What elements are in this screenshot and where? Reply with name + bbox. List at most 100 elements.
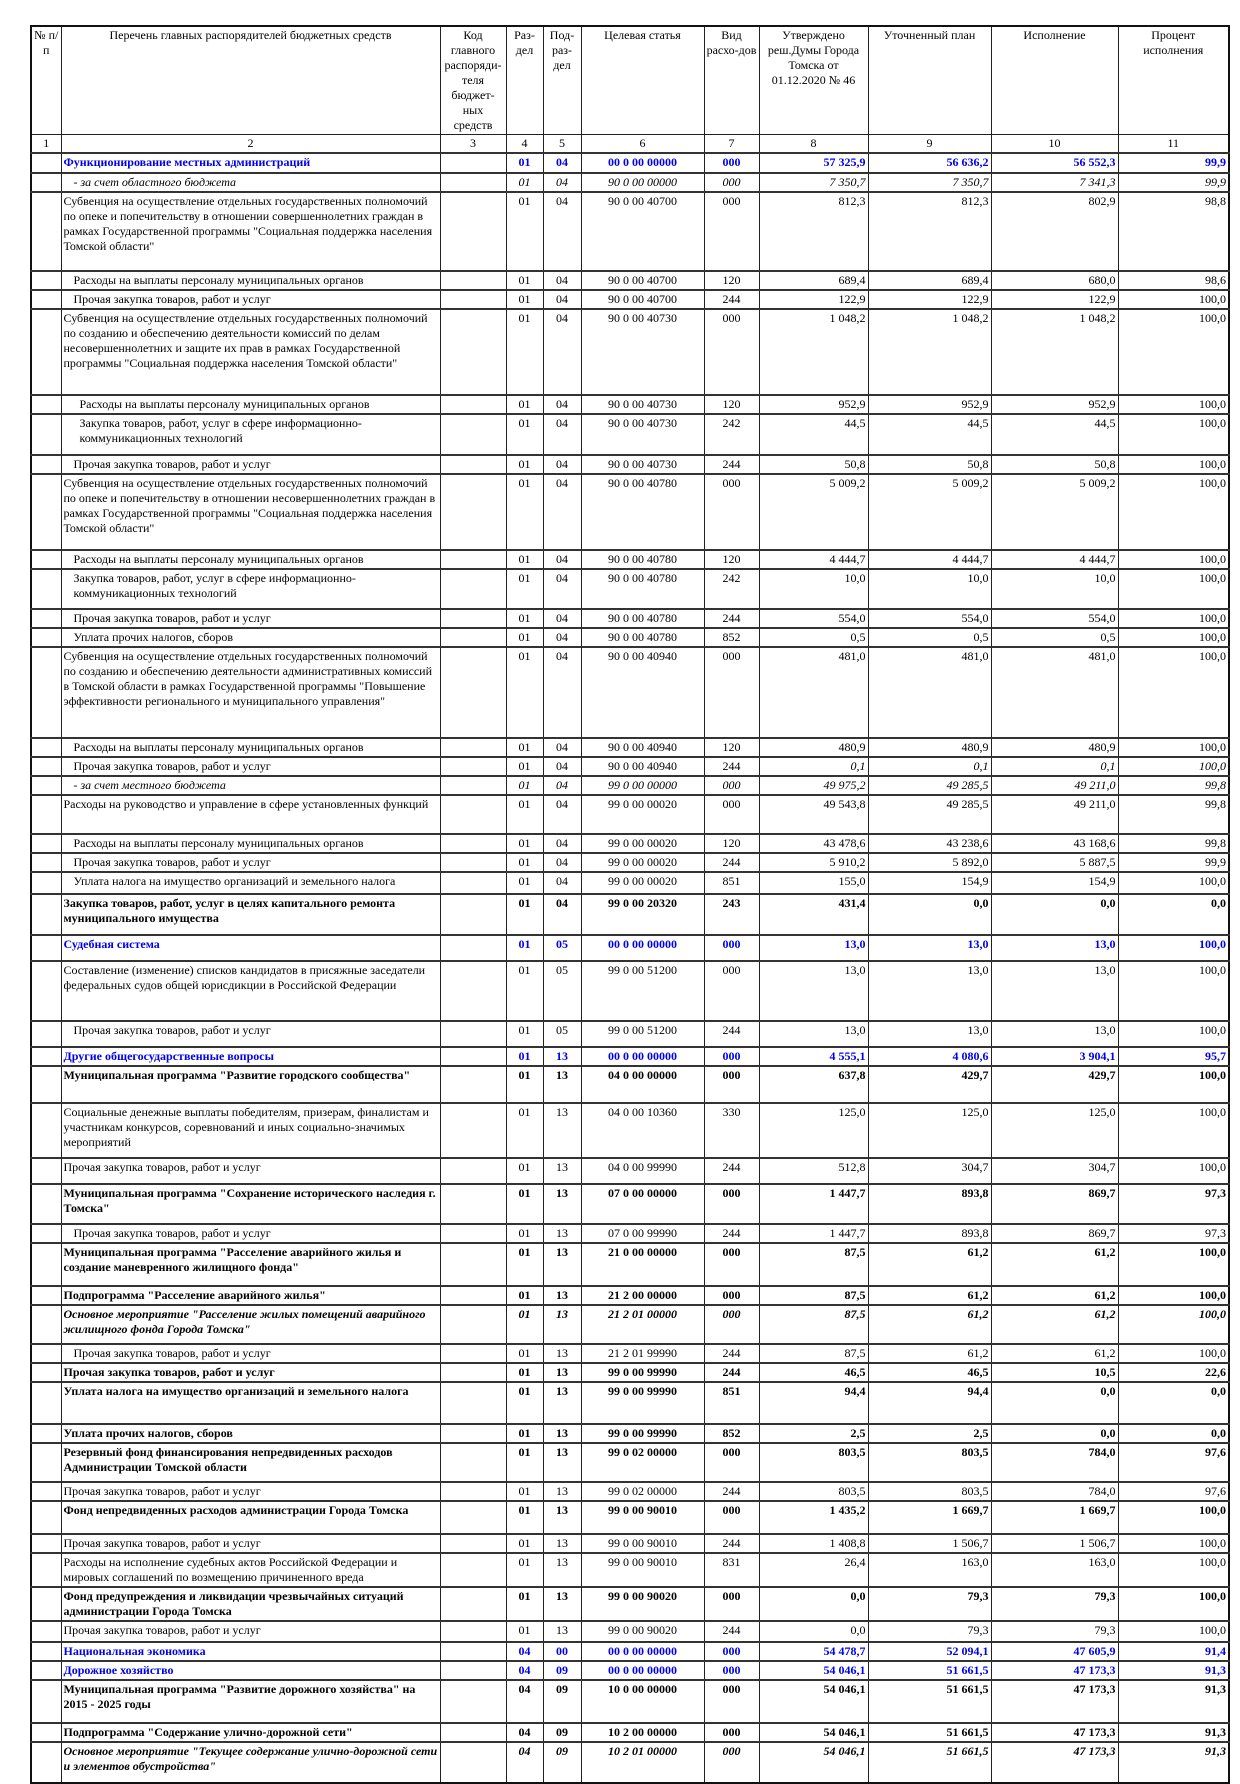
section-code: 01 bbox=[505, 608, 544, 629]
expense-type: 244 bbox=[703, 1620, 760, 1643]
revised-plan-value: 4 080,6 bbox=[867, 1046, 992, 1067]
table-row: Уплата прочих налогов, сборов 01 13 99 0 00… bbox=[30, 1423, 1230, 1444]
subsection-code: 05 bbox=[542, 960, 582, 1022]
row-label: Прочая закупка товаров, работ и услуг bbox=[60, 1533, 441, 1554]
execution-percent: 100,0 bbox=[1117, 1500, 1230, 1535]
execution-value: 554,0 bbox=[990, 608, 1119, 629]
row-number-cell bbox=[30, 1343, 62, 1364]
gr-code-cell bbox=[439, 1641, 507, 1662]
expense-type: 000 bbox=[703, 1586, 760, 1622]
revised-plan-value: 46,5 bbox=[867, 1362, 992, 1383]
target-article: 21 2 00 00000 bbox=[580, 1285, 705, 1306]
column-number: 4 bbox=[505, 134, 544, 154]
execution-percent: 100,0 bbox=[1117, 1020, 1230, 1048]
target-article: 90 0 00 40730 bbox=[580, 308, 705, 396]
row-number-cell bbox=[30, 549, 62, 570]
row-label: Муниципальная программа "Расселение авар… bbox=[60, 1242, 441, 1287]
target-article: 99 0 00 00020 bbox=[580, 833, 705, 854]
gr-code-cell bbox=[439, 893, 507, 936]
subsection-code: 13 bbox=[542, 1046, 582, 1067]
expense-type: 851 bbox=[703, 1381, 760, 1425]
section-code: 01 bbox=[505, 191, 544, 272]
expense-type: 000 bbox=[703, 1679, 760, 1724]
revised-plan-value: 13,0 bbox=[867, 1020, 992, 1048]
expense-type: 851 bbox=[703, 871, 760, 895]
table-row: Расходы на выплаты персоналу муниципальн… bbox=[30, 394, 1230, 415]
target-article: 00 0 00 00000 bbox=[580, 152, 705, 174]
row-label: Судебная система bbox=[60, 934, 441, 962]
row-number-cell bbox=[30, 191, 62, 272]
subsection-code: 04 bbox=[542, 737, 582, 758]
row-number-cell bbox=[30, 473, 62, 551]
gr-code-cell bbox=[439, 775, 507, 796]
execution-value: 154,9 bbox=[990, 871, 1119, 895]
revised-plan-value: 79,3 bbox=[867, 1586, 992, 1622]
revised-plan-value: 44,5 bbox=[867, 413, 992, 456]
gr-code-cell bbox=[439, 1343, 507, 1364]
column-number-row: 1 2 3 4 5 6 7 8 9 10 11 bbox=[30, 134, 1230, 154]
expense-type: 000 bbox=[703, 473, 760, 551]
section-code: 01 bbox=[505, 270, 544, 291]
gr-code-cell bbox=[439, 1679, 507, 1724]
row-number-cell bbox=[30, 394, 62, 415]
approved-value: 554,0 bbox=[758, 608, 869, 629]
target-article: 04 0 00 99990 bbox=[580, 1157, 705, 1185]
section-code: 01 bbox=[505, 454, 544, 475]
approved-value: 54 046,1 bbox=[758, 1722, 869, 1743]
execution-percent: 100,0 bbox=[1117, 960, 1230, 1022]
execution-value: 10,5 bbox=[990, 1362, 1119, 1383]
execution-percent: 91,3 bbox=[1117, 1679, 1230, 1724]
row-label: Прочая закупка товаров, работ и услуг bbox=[60, 756, 441, 777]
row-number-cell bbox=[30, 1442, 62, 1483]
table-row: Субвенция на осуществление отдельных гос… bbox=[30, 308, 1230, 396]
approved-value: 5 910,2 bbox=[758, 852, 869, 873]
execution-percent: 100,0 bbox=[1117, 756, 1230, 777]
section-code: 01 bbox=[505, 893, 544, 936]
gr-code-cell bbox=[439, 1660, 507, 1681]
execution-value: 49 211,0 bbox=[990, 775, 1119, 796]
expense-type: 000 bbox=[703, 960, 760, 1022]
gr-code-cell bbox=[439, 289, 507, 310]
expense-type: 831 bbox=[703, 1552, 760, 1588]
target-article: 90 0 00 40700 bbox=[580, 191, 705, 272]
row-number-cell bbox=[30, 270, 62, 291]
approved-value: 2,5 bbox=[758, 1423, 869, 1444]
target-article: 99 0 00 51200 bbox=[580, 1020, 705, 1048]
approved-value: 812,3 bbox=[758, 191, 869, 272]
row-label: Закупка товаров, работ, услуг в целях ка… bbox=[60, 893, 441, 936]
row-number-cell bbox=[30, 172, 62, 193]
target-article: 99 0 00 90010 bbox=[580, 1533, 705, 1554]
expense-type: 243 bbox=[703, 893, 760, 936]
execution-percent: 99,9 bbox=[1117, 172, 1230, 193]
section-code: 01 bbox=[505, 152, 544, 174]
execution-percent: 99,8 bbox=[1117, 794, 1230, 835]
row-number-cell bbox=[30, 1641, 62, 1662]
revised-plan-value: 0,1 bbox=[867, 756, 992, 777]
gr-code-cell bbox=[439, 1481, 507, 1502]
expense-type: 000 bbox=[703, 794, 760, 835]
target-article: 90 0 00 40780 bbox=[580, 568, 705, 610]
gr-code-cell bbox=[439, 646, 507, 739]
execution-value: 61,2 bbox=[990, 1304, 1119, 1345]
row-label: Прочая закупка товаров, работ и услуг bbox=[60, 1223, 441, 1244]
execution-percent: 100,0 bbox=[1117, 454, 1230, 475]
execution-value: 481,0 bbox=[990, 646, 1119, 739]
section-code: 01 bbox=[505, 1020, 544, 1048]
section-code: 01 bbox=[505, 1304, 544, 1345]
header-cell: Под-раз-дел bbox=[542, 25, 582, 135]
approved-value: 480,9 bbox=[758, 737, 869, 758]
row-label: Подпрограмма "Содержание улично-дорожной… bbox=[60, 1722, 441, 1743]
gr-code-cell bbox=[439, 394, 507, 415]
subsection-code: 13 bbox=[542, 1285, 582, 1306]
execution-value: 784,0 bbox=[990, 1481, 1119, 1502]
execution-value: 1 669,7 bbox=[990, 1500, 1119, 1535]
gr-code-cell bbox=[439, 1242, 507, 1287]
execution-value: 13,0 bbox=[990, 960, 1119, 1022]
expense-type: 120 bbox=[703, 394, 760, 415]
subsection-code: 13 bbox=[542, 1423, 582, 1444]
row-number-cell bbox=[30, 1157, 62, 1185]
execution-value: 869,7 bbox=[990, 1223, 1119, 1244]
gr-code-cell bbox=[439, 1020, 507, 1048]
section-code: 01 bbox=[505, 1102, 544, 1159]
expense-type: 244 bbox=[703, 1481, 760, 1502]
